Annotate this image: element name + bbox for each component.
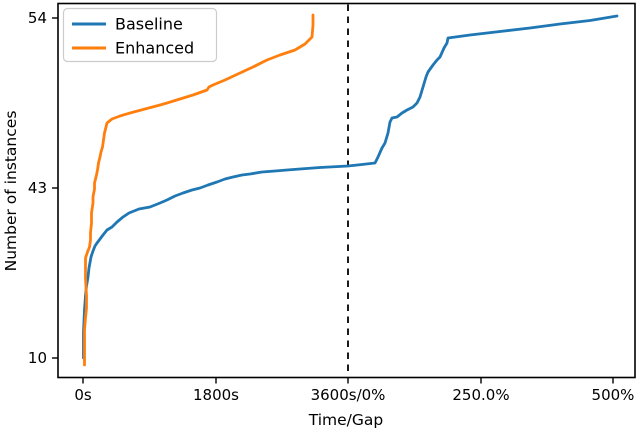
enhanced-series-line xyxy=(83,13,315,367)
y-tick-label-54: 54 xyxy=(28,9,47,27)
x-tick-label-1800s: 1800s xyxy=(193,386,239,404)
y-tick-label-10: 10 xyxy=(28,349,47,367)
plot-area-border xyxy=(57,2,636,379)
y-tick-label-43: 43 xyxy=(28,179,47,197)
baseline-series-line xyxy=(82,14,619,360)
y-tick-marks xyxy=(52,17,58,359)
x-tick-label-0s: 0s xyxy=(74,386,92,404)
x-tick-marks xyxy=(82,377,614,384)
x-axis-title: Time/Gap xyxy=(308,411,384,429)
y-tick-labels: 54 43 10 xyxy=(28,9,47,367)
x-tick-label-250pct: 250.0% xyxy=(452,386,509,404)
legend-label-baseline: Baseline xyxy=(115,15,183,34)
y-axis-title: Number of instances xyxy=(2,111,20,272)
x-tick-labels: 0s 1800s 3600s/0% 250.0% 500% xyxy=(74,386,634,404)
legend: Baseline Enhanced xyxy=(62,7,218,63)
x-tick-label-3600s-0pct: 3600s/0% xyxy=(311,386,386,404)
legend-label-enhanced: Enhanced xyxy=(115,39,194,58)
x-tick-label-500pct: 500% xyxy=(592,386,635,404)
